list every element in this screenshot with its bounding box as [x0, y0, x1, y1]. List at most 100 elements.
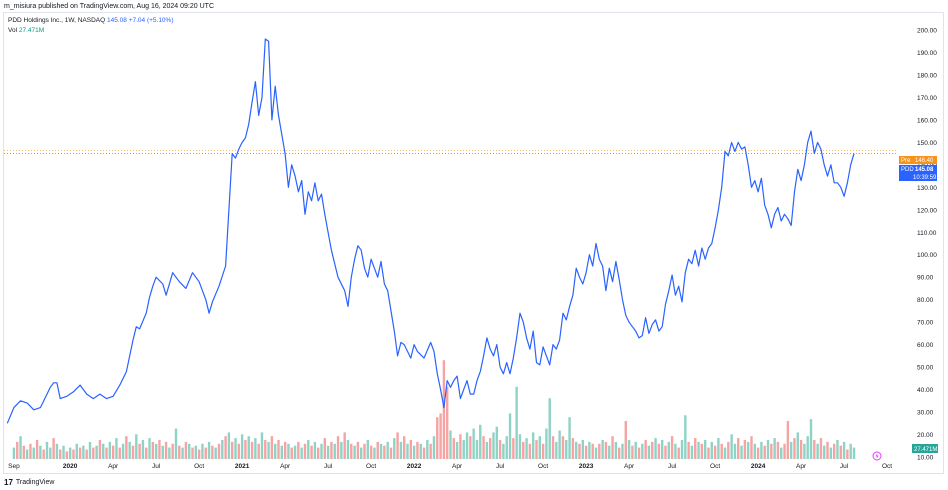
- volume-bar: [508, 413, 512, 459]
- y-tick-label: 190.00: [917, 50, 937, 57]
- volume-bar: [19, 436, 22, 459]
- volume-bar: [45, 441, 49, 459]
- x-tick-label: Apr: [452, 463, 463, 470]
- footer-brand[interactable]: 17 TradingView: [4, 478, 54, 487]
- volume-bar: [492, 432, 495, 459]
- x-axis[interactable]: Sep 2020 Apr Jul Oct 2021 Apr Jul Oct 2022 Apr Jul O…: [8, 463, 892, 470]
- volume-bar: [416, 441, 419, 459]
- y-tick-label: 130.00: [917, 185, 937, 192]
- volume-bar: [49, 447, 52, 459]
- volume-bar: [16, 441, 19, 459]
- volume-bar: [188, 443, 191, 459]
- volume-bar: [713, 445, 717, 459]
- volume-bar: [373, 447, 376, 459]
- tradingview-logo-icon: 17: [4, 478, 13, 487]
- volume-bar: [621, 443, 624, 459]
- volume-bar: [803, 443, 806, 459]
- x-tick-label: 2024: [751, 463, 766, 470]
- volume-bar: [608, 445, 611, 459]
- volume-bar: [700, 443, 704, 459]
- volume-bar: [455, 441, 459, 459]
- volume-bar: [746, 441, 750, 459]
- volume-bar: [641, 443, 644, 459]
- volume-bar: [720, 443, 723, 459]
- volume-bar: [445, 386, 449, 459]
- legend-volume-row: Vol 27.471M: [8, 26, 174, 36]
- volume-bar: [55, 443, 59, 459]
- x-tick-label: 2020: [63, 463, 78, 470]
- volume-bar: [283, 441, 287, 459]
- volume-bar: [525, 438, 528, 459]
- volume-bar: [436, 417, 439, 459]
- y-axis[interactable]: 200.00190.00180.00170.00160.00150.00140.…: [917, 28, 937, 462]
- volume-bar: [88, 441, 92, 459]
- volume-bar: [637, 447, 641, 459]
- volume-bar: [293, 445, 297, 459]
- x-tick-label: Jul: [840, 463, 849, 470]
- volume-bar: [406, 443, 409, 459]
- volume-bar: [78, 447, 82, 459]
- volume-bar: [472, 428, 475, 459]
- volume-bar: [836, 440, 839, 459]
- volume-bar: [254, 438, 257, 459]
- y-tick-label: 100.00: [917, 252, 937, 259]
- volume-bar: [343, 432, 346, 459]
- y-tick-label: 200.00: [917, 28, 937, 35]
- volume-bar: [647, 445, 651, 459]
- volume-bar: [221, 440, 224, 459]
- x-tick-label: Jul: [496, 463, 505, 470]
- volume-bar: [267, 441, 270, 459]
- volume-bar: [42, 449, 45, 459]
- volume-bar: [277, 440, 280, 459]
- volume-bar: [65, 451, 69, 459]
- volume-bar: [842, 441, 846, 459]
- volume-bar: [449, 430, 452, 459]
- volume-bar: [350, 443, 353, 459]
- volume-bar: [426, 440, 429, 459]
- volume-bar: [515, 386, 518, 459]
- volume-bar: [634, 441, 637, 459]
- volume-bar: [505, 436, 508, 459]
- volume-bar: [644, 440, 647, 459]
- volume-bar: [561, 436, 565, 459]
- volume-bar: [164, 441, 168, 459]
- volume-bar: [234, 438, 237, 459]
- volume-bar: [584, 445, 588, 459]
- volume-bar: [389, 447, 393, 459]
- volume-bar: [684, 415, 687, 459]
- x-tick-label: Apr: [280, 463, 291, 470]
- volume-bar: [290, 447, 293, 459]
- volume-bar: [730, 434, 733, 459]
- volume-bar: [783, 443, 786, 459]
- volume-bar: [52, 438, 55, 459]
- volume-bar: [574, 441, 578, 459]
- volume-bar: [12, 447, 16, 459]
- volume-bar: [465, 432, 469, 459]
- volume-bar: [353, 445, 356, 459]
- volume-bar: [439, 413, 442, 459]
- y-tick-label: 20.00: [917, 432, 934, 439]
- volume-bar: [194, 445, 198, 459]
- event-marker[interactable]: [872, 451, 882, 461]
- volume-bar: [631, 445, 634, 459]
- last-price-value: 145.08: [915, 167, 934, 173]
- volume-bar: [555, 441, 558, 459]
- y-tick-label: 90.00: [917, 275, 934, 282]
- volume-bar: [297, 441, 300, 459]
- volume-bar: [141, 440, 145, 459]
- volume-bar: [131, 445, 135, 459]
- volume-bar: [138, 443, 141, 459]
- volume-bar: [512, 438, 515, 459]
- volume-bar: [360, 447, 363, 459]
- volume-bar: [274, 443, 277, 459]
- x-tick-label: Jul: [668, 463, 677, 470]
- volume-bar: [793, 438, 796, 459]
- volume-bar: [717, 438, 720, 459]
- chart-frame[interactable]: [3, 12, 944, 474]
- volume-bar: [336, 436, 340, 459]
- volume-bar: [214, 447, 217, 459]
- volume-bar: [346, 440, 350, 459]
- y-tick-label: 70.00: [917, 320, 934, 327]
- y-tick-label: 110.00: [917, 230, 937, 237]
